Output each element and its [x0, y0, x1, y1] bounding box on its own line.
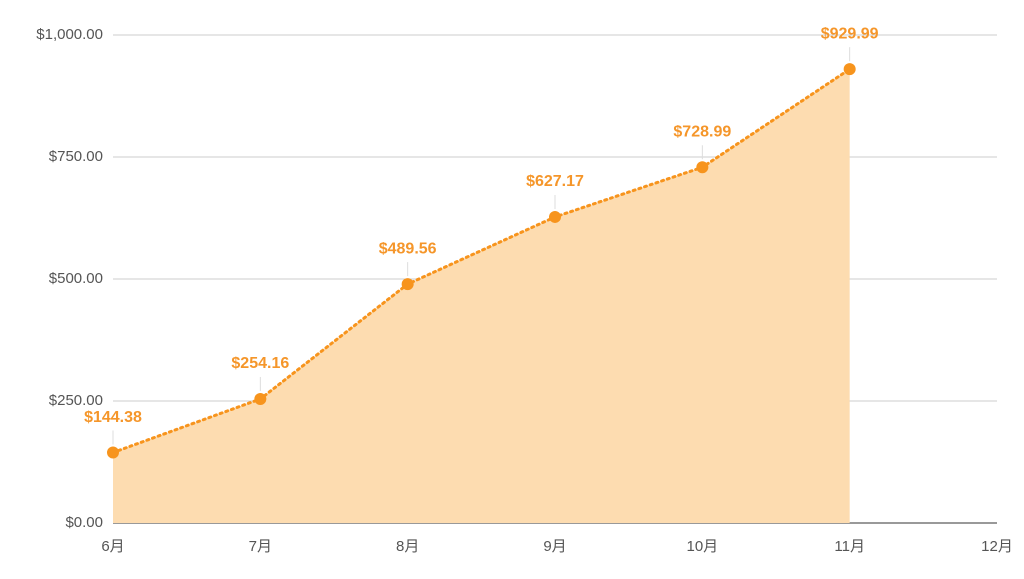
data-label: $489.56 — [379, 240, 437, 257]
line — [111, 67, 852, 455]
y-tick-label: $500.00 — [49, 270, 103, 287]
y-tick-label: $750.00 — [49, 148, 103, 165]
x-tick-label: 7月 — [249, 538, 272, 555]
x-tick-label: 12月 — [981, 538, 1013, 555]
data-label: $144.38 — [84, 409, 142, 426]
data-label: $728.99 — [673, 123, 731, 140]
data-label: $929.99 — [821, 25, 879, 42]
x-tick-label: 10月 — [686, 538, 718, 555]
data-label: $627.17 — [526, 173, 584, 190]
x-tick-label: 6月 — [101, 538, 124, 555]
x-tick-label: 9月 — [543, 538, 566, 555]
x-tick-label: 11月 — [834, 538, 865, 555]
point — [696, 161, 709, 174]
point — [254, 392, 267, 405]
point — [549, 210, 561, 223]
data-label: $254.16 — [231, 355, 289, 372]
y-tick-label: $1,000.00 — [36, 26, 103, 43]
y-tick-label: $0.00 — [65, 514, 103, 531]
y-tick-label: $250.00 — [49, 392, 103, 409]
area — [113, 69, 850, 523]
point — [107, 446, 119, 459]
x-tick-label: 8月 — [396, 538, 419, 555]
point — [843, 63, 856, 76]
point — [401, 278, 414, 291]
